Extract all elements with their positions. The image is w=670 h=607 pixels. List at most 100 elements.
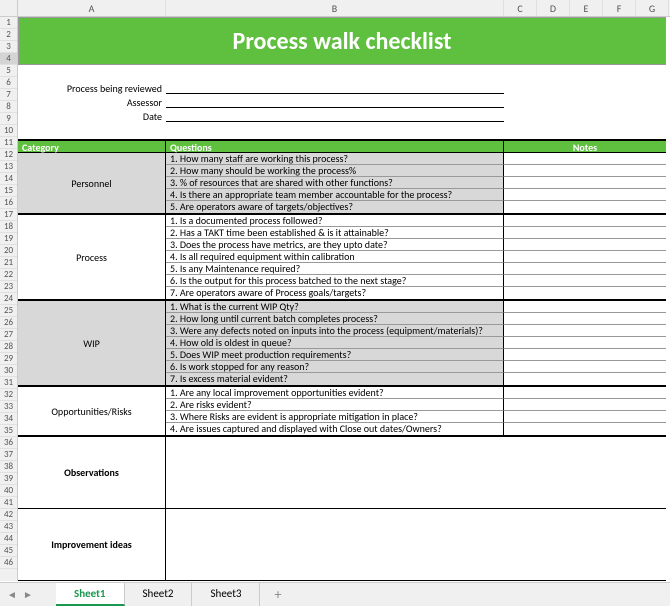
row-header-21[interactable]: 21 [0, 257, 17, 269]
col-header-B[interactable]: B [166, 0, 504, 16]
question-cell[interactable]: 6. Is the output for this process batche… [166, 275, 504, 287]
question-cell[interactable]: 7. Are operators aware of Process goals/… [166, 287, 504, 299]
col-header-C[interactable]: C [504, 0, 537, 16]
row-header-10[interactable]: 10 [0, 125, 17, 137]
notes-cell[interactable] [504, 313, 666, 325]
question-cell[interactable]: 3. Where Risks are evident is appropriat… [166, 411, 504, 423]
question-cell[interactable]: 1. Is a documented process followed? [166, 215, 504, 227]
question-cell[interactable]: 3. % of resources that are shared with o… [166, 177, 504, 189]
row-header-8[interactable]: 8 [0, 101, 17, 113]
row-header-23[interactable]: 23 [0, 281, 17, 293]
row-header-19[interactable]: 19 [0, 233, 17, 245]
row-header-26[interactable]: 26 [0, 317, 17, 329]
row-header-44[interactable]: 44 [0, 533, 17, 545]
notes-cell[interactable] [504, 227, 666, 239]
row-header-35[interactable]: 35 [0, 425, 17, 437]
notes-cell[interactable] [504, 423, 666, 435]
row-header-42[interactable]: 42 [0, 509, 17, 521]
question-cell[interactable]: 4. Are issues captured and displayed wit… [166, 423, 504, 435]
row-header-36[interactable]: 36 [0, 437, 17, 449]
question-cell[interactable]: 5. Is any Maintenance required? [166, 263, 504, 275]
row-header-25[interactable]: 25 [0, 305, 17, 317]
row-header-39[interactable]: 39 [0, 473, 17, 485]
notes-cell[interactable] [504, 177, 666, 189]
row-header-9[interactable]: 9 [0, 113, 17, 125]
notes-cell[interactable] [504, 275, 666, 287]
form-input-reviewed[interactable] [166, 82, 504, 94]
next-sheet-arrow[interactable]: ► [20, 587, 36, 603]
question-cell[interactable]: 2. How many should be working the proces… [166, 165, 504, 177]
row-header-7[interactable]: 7 [0, 89, 17, 101]
notes-cell[interactable] [504, 349, 666, 361]
question-cell[interactable]: 4. How old is oldest in queue? [166, 337, 504, 349]
row-header-2[interactable]: 2 [0, 29, 17, 41]
notes-cell[interactable] [504, 325, 666, 337]
notes-cell[interactable] [504, 373, 666, 385]
row-header-38[interactable]: 38 [0, 461, 17, 473]
blank-section-body[interactable] [166, 437, 666, 508]
row-header-33[interactable]: 33 [0, 401, 17, 413]
sheet-content[interactable]: Process walk checklist Process being rev… [18, 17, 670, 581]
question-cell[interactable]: 2. How long until current batch complete… [166, 313, 504, 325]
row-header-16[interactable]: 16 [0, 197, 17, 209]
question-cell[interactable]: 4. Is all required equipment within cali… [166, 251, 504, 263]
sheet-tab-sheet3[interactable]: Sheet3 [192, 583, 260, 606]
notes-cell[interactable] [504, 301, 666, 313]
row-header-37[interactable]: 37 [0, 449, 17, 461]
col-header-F[interactable]: F [603, 0, 636, 16]
row-header-14[interactable]: 14 [0, 173, 17, 185]
row-header-20[interactable]: 20 [0, 245, 17, 257]
notes-cell[interactable] [504, 201, 666, 213]
question-cell[interactable]: 4. Is there an appropriate team member a… [166, 189, 504, 201]
notes-cell[interactable] [504, 361, 666, 373]
row-header-13[interactable]: 13 [0, 161, 17, 173]
row-header-31[interactable]: 31 [0, 377, 17, 389]
notes-cell[interactable] [504, 387, 666, 399]
form-input-assessor[interactable] [166, 96, 504, 108]
sheet-tab-sheet1[interactable]: Sheet1 [56, 583, 125, 606]
row-header-4[interactable]: 4 [0, 53, 17, 65]
notes-cell[interactable] [504, 215, 666, 227]
question-cell[interactable]: 5. Does WIP meet production requirements… [166, 349, 504, 361]
row-header-43[interactable]: 43 [0, 521, 17, 533]
row-header-22[interactable]: 22 [0, 269, 17, 281]
question-cell[interactable]: 1. How many staff are working this proce… [166, 153, 504, 165]
row-header-30[interactable]: 30 [0, 365, 17, 377]
row-header-18[interactable]: 18 [0, 221, 17, 233]
col-header-A[interactable]: A [18, 0, 166, 16]
row-header-12[interactable]: 12 [0, 149, 17, 161]
row-header-28[interactable]: 28 [0, 341, 17, 353]
row-header-34[interactable]: 34 [0, 413, 17, 425]
row-header-46[interactable]: 46 [0, 557, 17, 569]
row-header-27[interactable]: 27 [0, 329, 17, 341]
notes-cell[interactable] [504, 411, 666, 423]
row-header-5[interactable]: 5 [0, 65, 17, 77]
question-cell[interactable]: 2. Are risks evident? [166, 399, 504, 411]
form-input-date[interactable] [166, 110, 504, 122]
question-cell[interactable]: 2. Has a TAKT time been established & is… [166, 227, 504, 239]
row-header-17[interactable]: 17 [0, 209, 17, 221]
question-cell[interactable]: 6. Is work stopped for any reason? [166, 361, 504, 373]
blank-section-body[interactable] [166, 509, 666, 580]
row-header-41[interactable]: 41 [0, 497, 17, 509]
col-header-G[interactable]: G [636, 0, 669, 16]
notes-cell[interactable] [504, 287, 666, 299]
question-cell[interactable]: 1. Are any local improvement opportuniti… [166, 387, 504, 399]
notes-cell[interactable] [504, 399, 666, 411]
row-header-29[interactable]: 29 [0, 353, 17, 365]
add-sheet-button[interactable]: + [260, 582, 295, 607]
select-all-corner[interactable] [0, 0, 18, 16]
row-header-40[interactable]: 40 [0, 485, 17, 497]
notes-cell[interactable] [504, 263, 666, 275]
notes-cell[interactable] [504, 337, 666, 349]
notes-cell[interactable] [504, 189, 666, 201]
row-header-6[interactable]: 6 [0, 77, 17, 89]
col-header-D[interactable]: D [537, 0, 570, 16]
notes-cell[interactable] [504, 239, 666, 251]
col-header-E[interactable]: E [570, 0, 603, 16]
notes-cell[interactable] [504, 251, 666, 263]
question-cell[interactable]: 3. Were any defects noted on inputs into… [166, 325, 504, 337]
question-cell[interactable]: 1. What is the current WIP Qty? [166, 301, 504, 313]
question-cell[interactable]: 5. Are operators aware of targets/object… [166, 201, 504, 213]
sheet-tab-sheet2[interactable]: Sheet2 [125, 583, 193, 606]
